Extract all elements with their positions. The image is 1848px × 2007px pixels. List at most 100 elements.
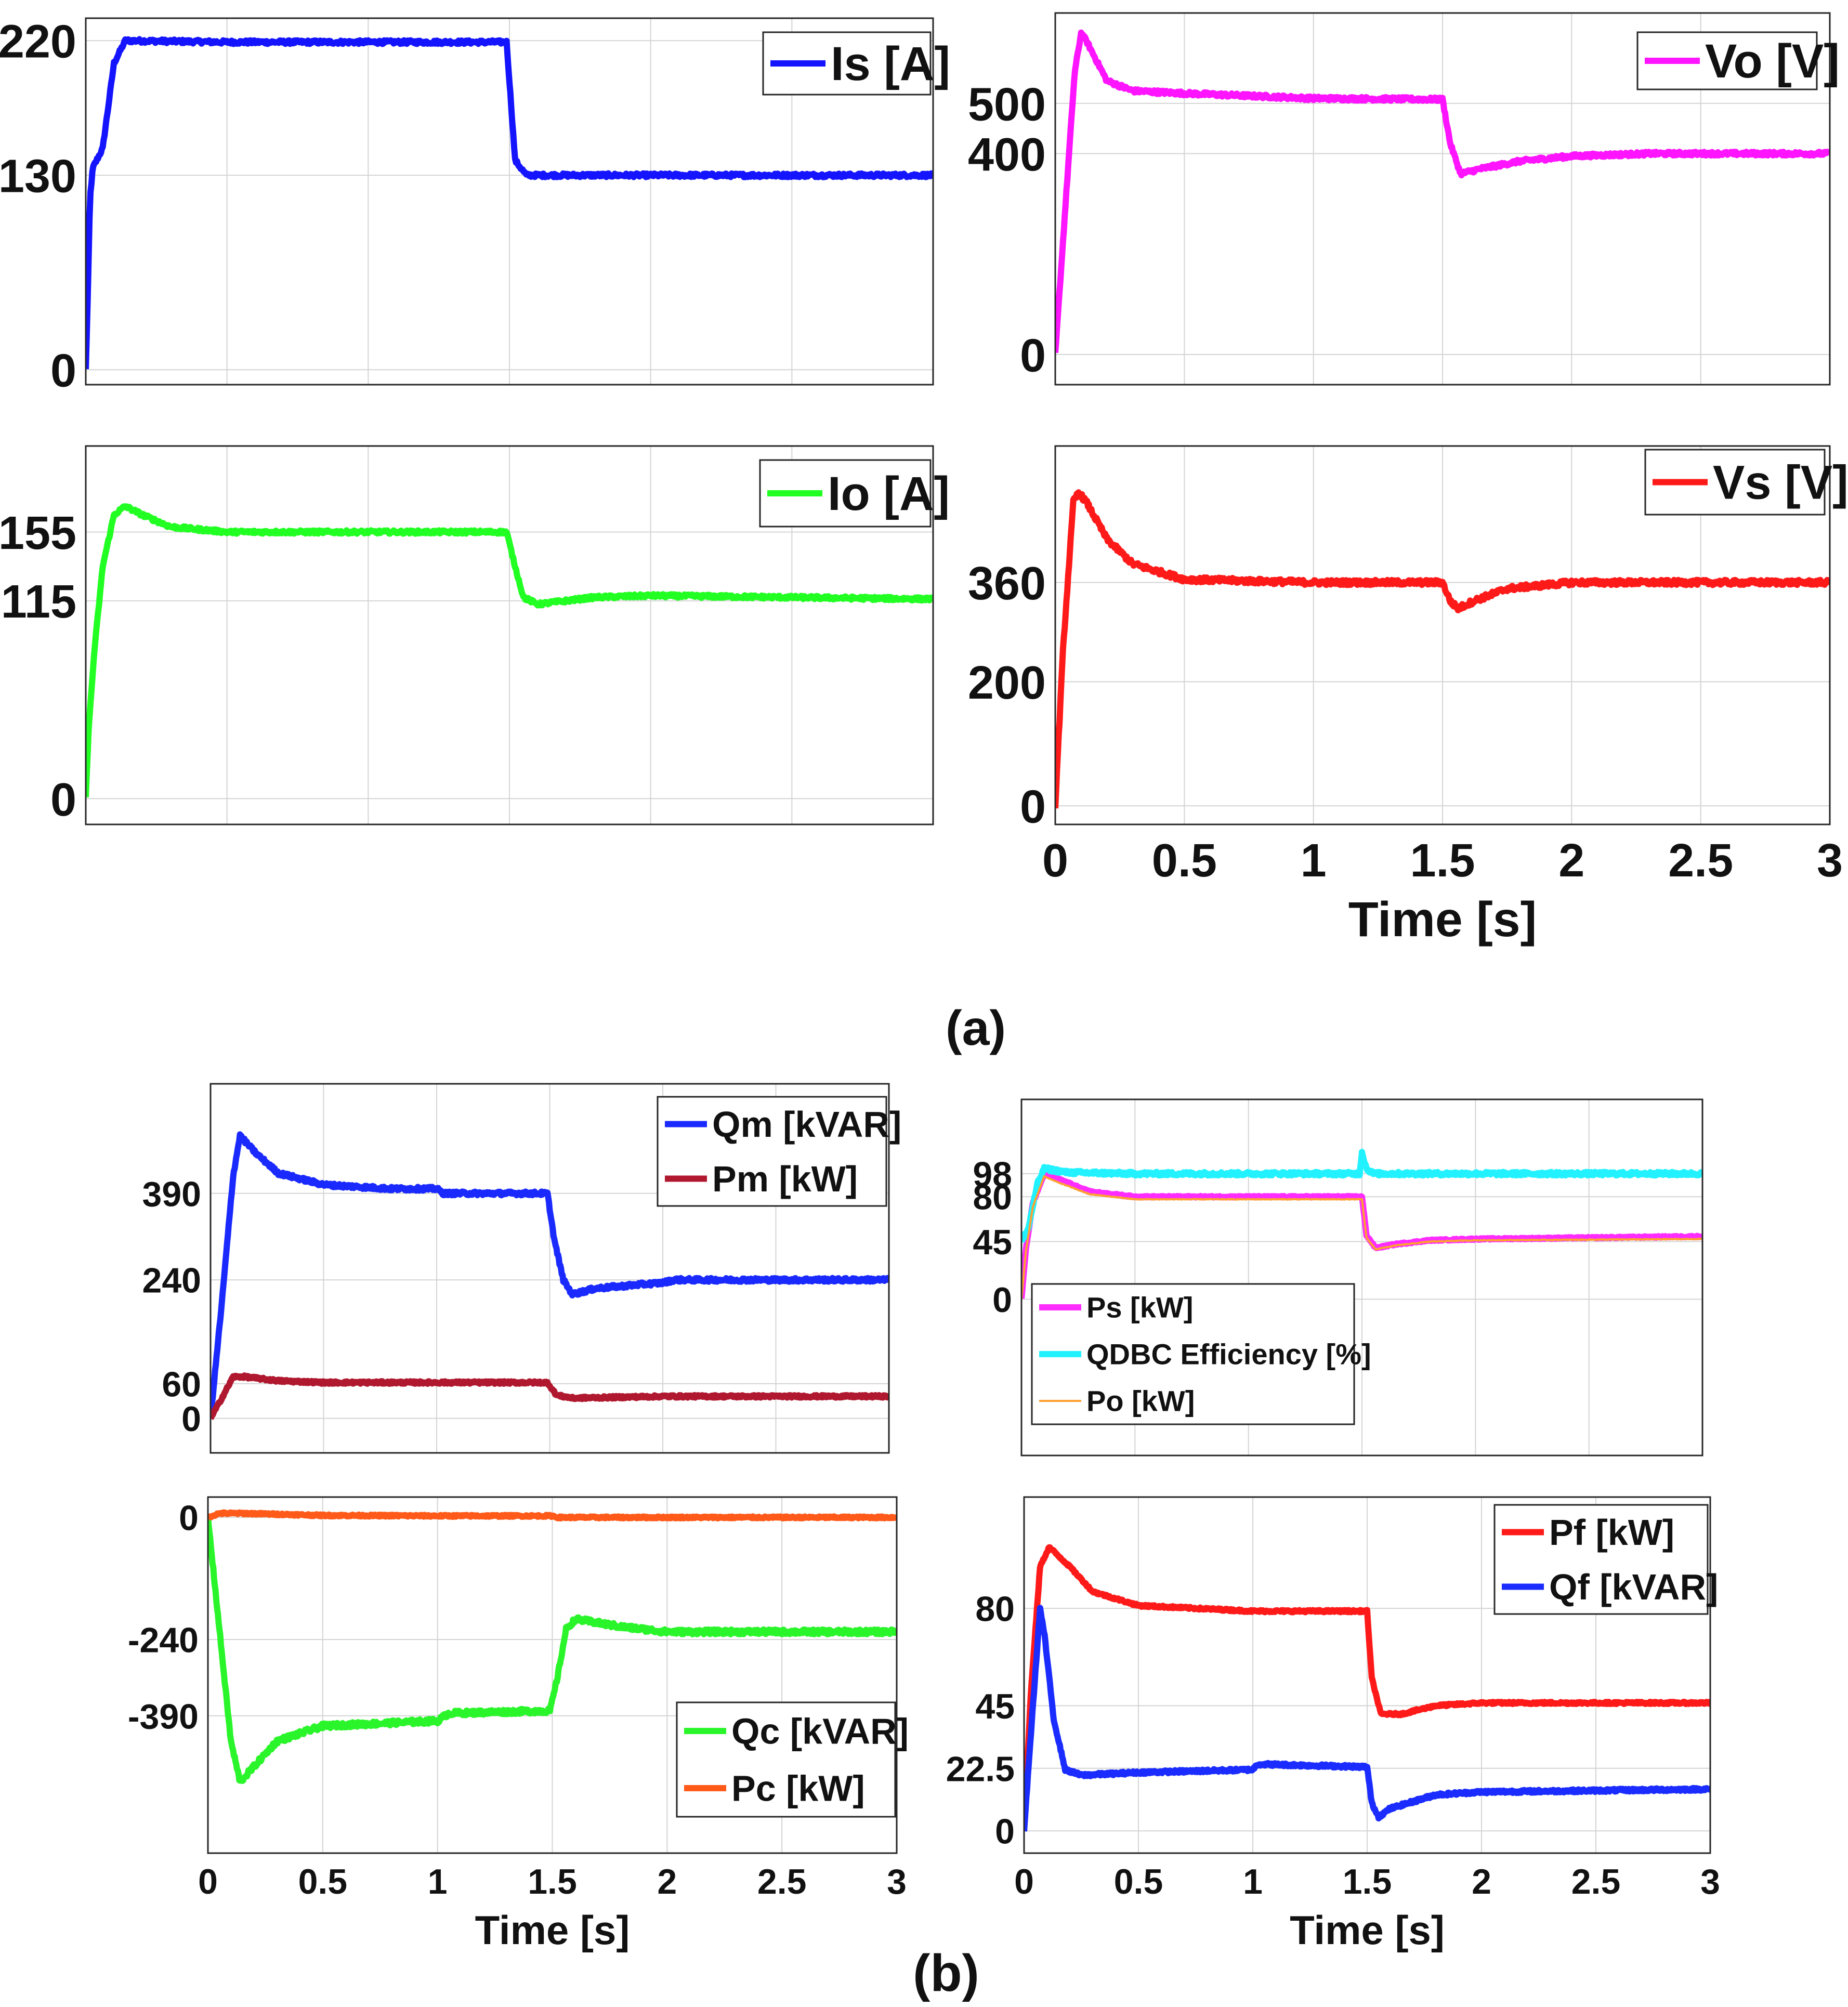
y-tick-label: 360 [968,558,1046,610]
series-line-b2-2 [1021,1175,1702,1300]
y-tick-label: 115 [1,576,76,628]
x-tick-label: 0.5 [298,1862,348,1901]
y-tick-label: 98 [973,1155,1012,1194]
x-tick-label: 2.5 [1668,835,1733,887]
y-tick-label: 60 [162,1365,201,1404]
legend-label: Qc [kVAR] [731,1711,909,1752]
axis-frame [1023,1496,1711,1854]
y-tick-label: 80 [975,1590,1015,1629]
x-tick-label: 1 [1243,1862,1263,1901]
y-tick-label: -390 [128,1697,199,1736]
y-tick-label: 0 [1020,781,1046,833]
legend-label: Ps [kW] [1086,1291,1193,1324]
x-tick-label: 0.5 [1152,835,1217,887]
x-tick-label: 2 [1472,1862,1491,1901]
legend-label: Pf [kW] [1549,1512,1674,1553]
chart-b3: -390 -240 0 0 0.5 1 1.5 2 2.5 3 Time [s] Qc [kVAR] P… [128,1496,909,1953]
legend-label: Pc [kW] [731,1768,865,1809]
x-tick-label: 1.5 [1343,1862,1392,1901]
y-tick-label: 80 [973,1178,1012,1217]
x-tick-label: 0.5 [1114,1862,1163,1901]
series-line-b3-1 [208,1509,897,1521]
x-tick-label: 2 [1558,835,1584,887]
legend-label: QDBC Efficiency [%] [1086,1338,1371,1371]
legend-label: Pm [kW] [712,1159,858,1199]
legend-label: Qm [kVAR] [712,1104,901,1145]
y-tick-label: -240 [128,1620,199,1660]
x-tick-label: 0 [198,1862,218,1901]
y-tick-label: 130 [0,151,76,203]
x-tick-label: 1 [1301,835,1327,887]
x-tick-label: 1.5 [1410,835,1475,887]
y-tick-label: 200 [968,657,1046,709]
series-line-b1-0 [211,1131,889,1418]
axis-frame [85,17,934,386]
series-line-b2-1 [1021,1149,1702,1243]
series-line-b2-0 [1021,1170,1702,1299]
y-tick-label: 390 [142,1174,201,1214]
chart-a4: 0 200 360 0 0.5 1 1.5 2 2.5 3 Time [s] Vs [V] [968,445,1848,947]
caption-a: (a) [946,1001,1006,1056]
y-tick-label: 0 [181,1399,201,1439]
y-tick-label: 220 [0,16,76,68]
x-tick-label: 3 [887,1862,907,1901]
x-tick-label: 2.5 [1571,1862,1621,1901]
y-tick-label: 45 [973,1223,1012,1262]
y-tick-label: 0 [50,345,76,397]
series-line-a2-0 [1055,29,1830,353]
axis-frame [209,1083,890,1454]
axis-frame [85,445,934,825]
y-tick-label: 500 [968,78,1046,130]
axis-frame [1054,445,1831,825]
y-tick-label: 0 [995,1812,1015,1852]
chart-a3: 0 115 155 Io [A] [0,445,950,826]
legend-label: Io [A] [828,467,950,520]
series-line-b3-0 [208,1516,897,1784]
x-tick-label: 1.5 [528,1862,577,1901]
legend-label: Qf [kVAR] [1549,1567,1718,1607]
series-line-a4-0 [1055,489,1830,809]
legend-box [676,1701,896,1818]
y-tick-label: 45 [975,1687,1015,1726]
legend-label: Po [kW] [1086,1385,1195,1418]
x-tick-label: 0 [1014,1862,1034,1901]
legend-box [1031,1283,1355,1425]
legend-label: Is [A] [831,37,950,90]
legend-box [1493,1504,1709,1615]
series-line-b4-0 [1024,1544,1710,1832]
x-axis-title: Time [s] [1348,892,1537,947]
y-tick-label: 22.5 [946,1749,1015,1789]
series-line-a1-0 [86,36,933,370]
y-tick-label: 0 [50,774,76,826]
series-line-b4-1 [1024,1605,1710,1832]
y-tick-label: 240 [142,1261,201,1301]
chart-b1: 060 240 390 Qm [kVAR] Pm [kW] [142,1083,901,1454]
x-tick-label: 2 [657,1862,677,1901]
series-line-b1-1 [211,1372,889,1421]
chart-a1: 0 130 220 Is [A] [0,16,950,397]
x-tick-label: 0 [1042,835,1068,887]
y-tick-label: 155 [0,507,76,559]
y-tick-label: 0 [179,1499,199,1538]
x-tick-label: 1 [428,1862,448,1901]
axis-frame [1054,12,1831,386]
y-tick-label: 400 [968,129,1046,181]
axis-frame [1020,1098,1703,1457]
x-axis-title: Time [s] [1290,1907,1445,1953]
x-axis-title: Time [s] [475,1907,630,1953]
caption-b: (b) [913,1944,979,2002]
y-tick-label: 0 [1020,330,1046,382]
x-tick-label: 2.5 [757,1862,807,1901]
y-tick-label: 0 [992,1280,1012,1320]
legend-label: Vs [V] [1713,456,1848,509]
legend-box [657,1096,887,1207]
x-tick-label: 3 [1700,1862,1720,1901]
x-tick-label: 3 [1817,835,1843,887]
axis-frame [207,1496,898,1854]
legend-label: Vo [V] [1705,35,1840,88]
